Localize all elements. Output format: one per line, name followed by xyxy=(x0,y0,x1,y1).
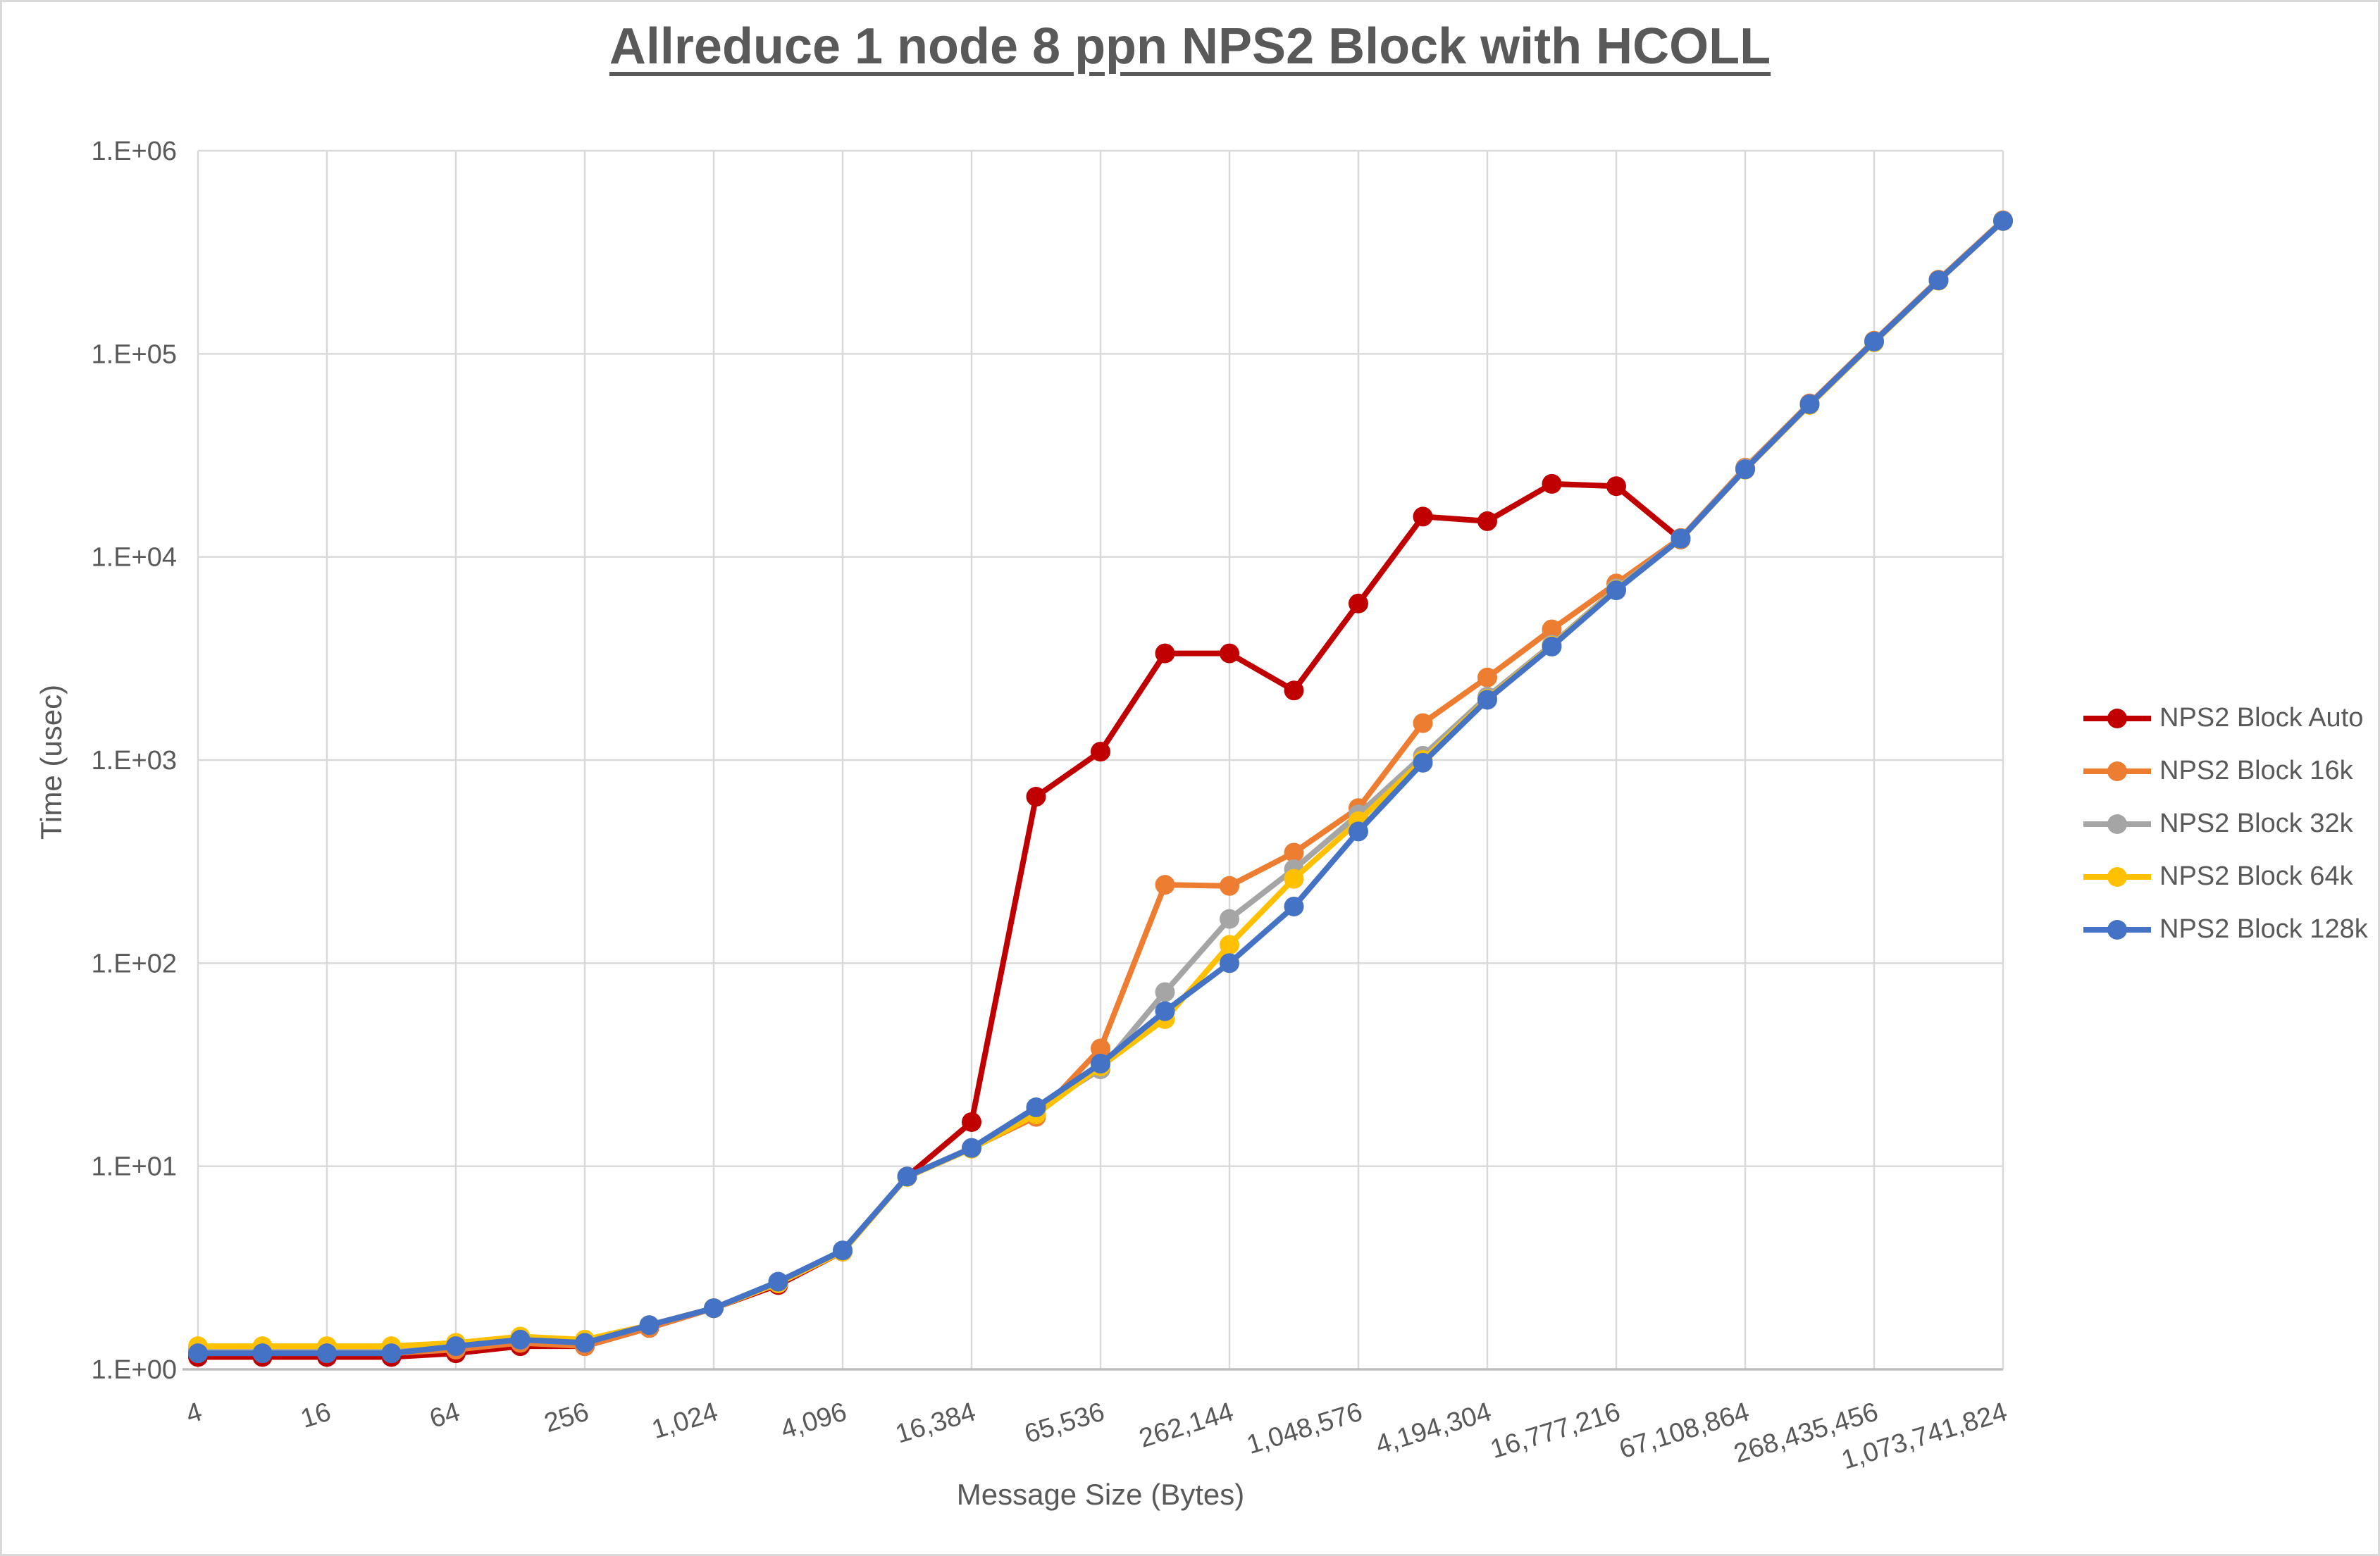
x-tick-label: 67,108,864 xyxy=(1616,1397,1752,1464)
series-marker[interactable] xyxy=(1284,869,1304,889)
x-tick-label: 1,048,576 xyxy=(1244,1397,1366,1460)
legend-label: NPS2 Block 16k xyxy=(2159,756,2353,785)
series-marker[interactable] xyxy=(639,1315,659,1336)
series-marker[interactable] xyxy=(1284,842,1304,863)
series-marker[interactable] xyxy=(1155,875,1175,895)
series-marker[interactable] xyxy=(1606,580,1626,601)
series-marker[interactable] xyxy=(1477,511,1497,531)
y-tick-label: 1.E+04 xyxy=(92,543,178,573)
x-axis-title: Message Size (Bytes) xyxy=(956,1478,1245,1511)
series-marker[interactable] xyxy=(1413,506,1433,527)
legend-label: NPS2 Block 64k xyxy=(2159,861,2353,891)
y-tick-label: 1.E+06 xyxy=(92,137,178,166)
series-marker[interactable] xyxy=(1220,643,1239,664)
legend-marker-icon xyxy=(2083,814,2151,834)
legend-marker-icon xyxy=(2083,919,2151,940)
x-tick-label: 16,777,216 xyxy=(1487,1397,1623,1464)
series-marker[interactable] xyxy=(768,1271,788,1292)
y-axis-title: Time (usec) xyxy=(35,684,68,840)
legend-label: NPS2 Block 128k xyxy=(2159,914,2368,944)
x-tick-label: 4 xyxy=(182,1397,205,1429)
legend-item[interactable]: NPS2 Block 16k xyxy=(2082,756,2368,786)
series-marker[interactable] xyxy=(1477,690,1497,710)
series-marker[interactable] xyxy=(1155,643,1175,664)
y-tick-label: 1.E+00 xyxy=(92,1355,178,1385)
series-marker[interactable] xyxy=(1091,1054,1110,1074)
series-marker[interactable] xyxy=(188,1343,208,1364)
legend-label: NPS2 Block 32k xyxy=(2159,809,2353,838)
series-marker[interactable] xyxy=(1542,619,1562,640)
x-tick-label: 16 xyxy=(297,1397,335,1434)
series-marker[interactable] xyxy=(1091,742,1110,762)
x-tick-label: 65,536 xyxy=(1021,1397,1108,1449)
series-marker[interactable] xyxy=(1542,636,1562,656)
legend-marker-icon xyxy=(2083,708,2151,728)
series-marker[interactable] xyxy=(1928,270,1949,291)
y-tick-label: 1.E+03 xyxy=(92,746,178,776)
legend-item[interactable]: NPS2 Block 128k xyxy=(2082,914,2368,945)
legend-item[interactable]: NPS2 Block 32k xyxy=(2082,809,2368,839)
series-marker[interactable] xyxy=(897,1166,917,1187)
legend-item[interactable]: NPS2 Block Auto xyxy=(2082,703,2368,733)
series-line[interactable] xyxy=(195,480,1684,1360)
series-marker[interactable] xyxy=(1284,680,1304,701)
legend-marker-icon xyxy=(2083,866,2151,887)
series-marker[interactable] xyxy=(317,1343,337,1364)
legend: NPS2 Block Auto NPS2 Block 16k NPS2 Block … xyxy=(2082,703,2368,945)
series-marker[interactable] xyxy=(1155,982,1175,1002)
series-marker[interactable] xyxy=(1671,528,1691,549)
series-marker[interactable] xyxy=(1155,1001,1175,1021)
series-marker[interactable] xyxy=(1477,667,1497,687)
series-marker[interactable] xyxy=(1799,394,1820,414)
series-marker[interactable] xyxy=(1220,909,1239,929)
series-marker[interactable] xyxy=(1413,752,1433,773)
series-marker[interactable] xyxy=(1220,935,1239,955)
series-marker[interactable] xyxy=(510,1329,531,1350)
series-marker[interactable] xyxy=(575,1333,595,1353)
series-marker[interactable] xyxy=(962,1138,981,1158)
series-marker[interactable] xyxy=(1026,787,1046,807)
x-tick-label: 256 xyxy=(541,1397,593,1438)
series-marker[interactable] xyxy=(252,1343,273,1364)
series-marker[interactable] xyxy=(833,1240,853,1261)
series-marker[interactable] xyxy=(446,1336,466,1357)
series-marker[interactable] xyxy=(962,1112,981,1132)
series-marker[interactable] xyxy=(704,1298,724,1319)
legend-marker-icon xyxy=(2083,761,2151,781)
chart-title: Allreduce 1 node 8 ppn NPS2 Block with H… xyxy=(609,18,1771,75)
series-marker[interactable] xyxy=(1349,593,1368,614)
legend-label: NPS2 Block Auto xyxy=(2159,703,2364,733)
series-marker[interactable] xyxy=(1606,476,1626,497)
series-marker[interactable] xyxy=(1542,473,1562,494)
legend-item[interactable]: NPS2 Block 64k xyxy=(2082,861,2368,892)
series-marker[interactable] xyxy=(1349,821,1368,842)
y-tick-label: 1.E+02 xyxy=(92,949,178,978)
x-tick-label: 262,144 xyxy=(1136,1397,1237,1453)
y-tick-label: 1.E+05 xyxy=(92,340,178,369)
series-marker[interactable] xyxy=(1091,1038,1110,1059)
series-marker[interactable] xyxy=(1993,211,2013,231)
series-marker[interactable] xyxy=(1220,953,1239,973)
series-marker[interactable] xyxy=(1220,876,1239,896)
x-tick-label: 4,096 xyxy=(777,1397,850,1445)
series-marker[interactable] xyxy=(1284,896,1304,916)
series-marker[interactable] xyxy=(1413,713,1433,733)
x-tick-label: 64 xyxy=(426,1397,464,1434)
series-marker[interactable] xyxy=(1026,1097,1046,1118)
series-marker[interactable] xyxy=(381,1343,402,1364)
y-tick-label: 1.E+01 xyxy=(92,1152,178,1182)
x-tick-label: 16,384 xyxy=(892,1397,979,1449)
series-marker[interactable] xyxy=(1735,459,1755,480)
x-tick-label: 4,194,304 xyxy=(1372,1397,1495,1460)
x-tick-label: 1,024 xyxy=(648,1397,721,1445)
series-marker[interactable] xyxy=(1864,331,1884,351)
